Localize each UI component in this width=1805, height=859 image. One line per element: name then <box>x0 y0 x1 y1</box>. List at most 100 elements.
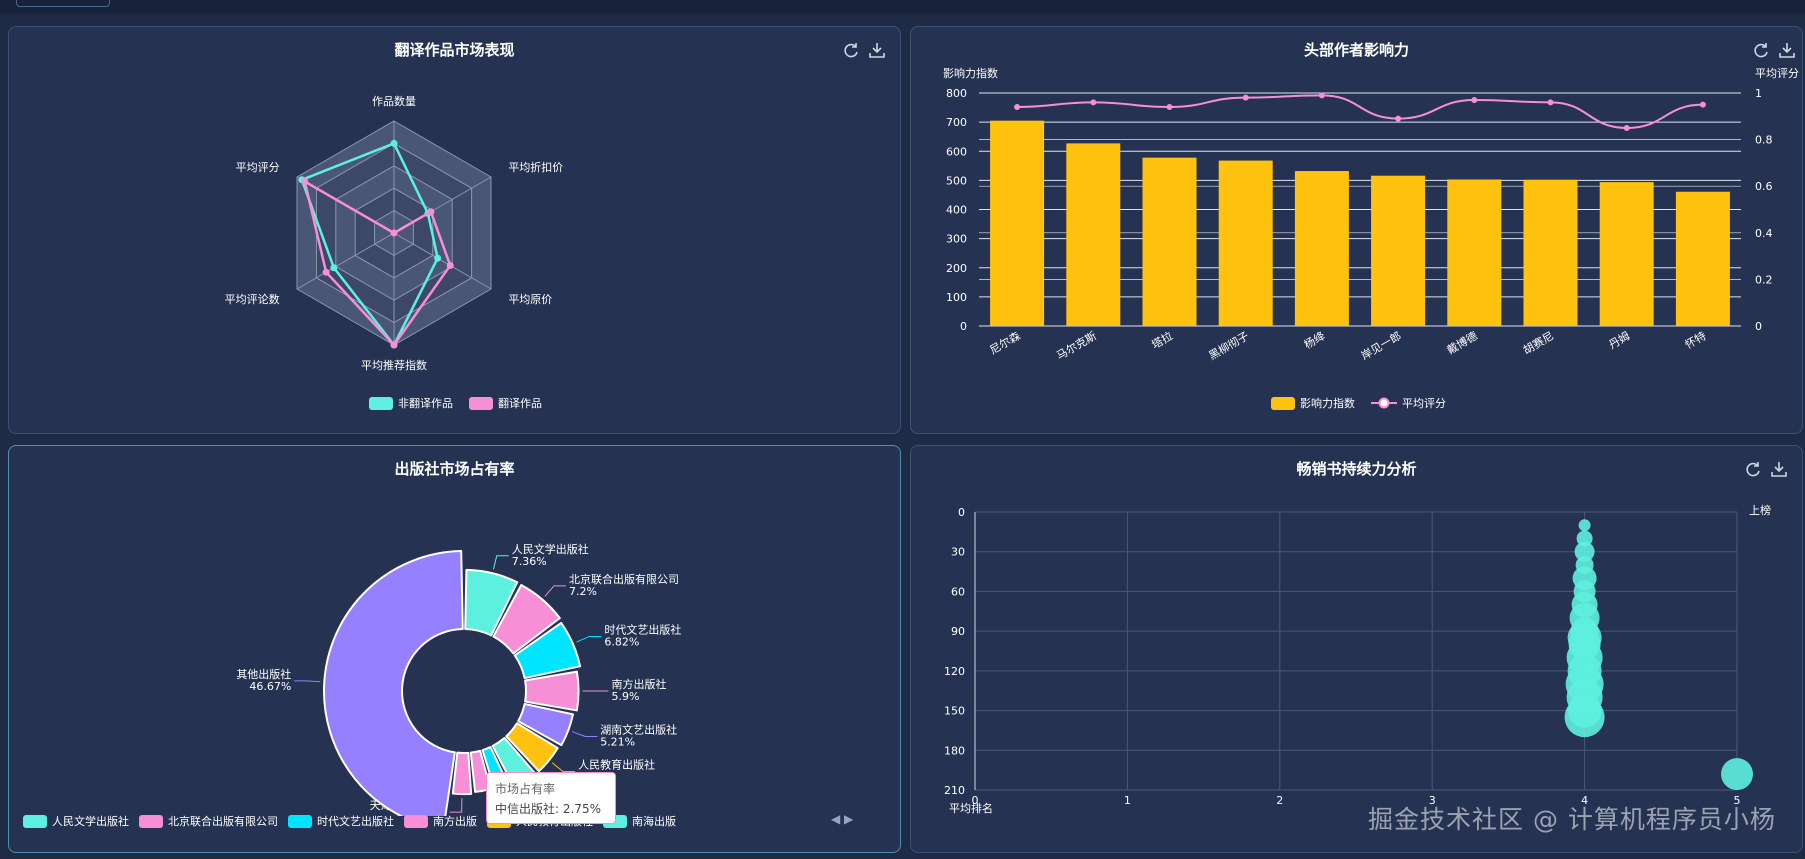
legend-item-influence[interactable]: 影响力指数 <box>1271 395 1355 411</box>
x-tick-label: 4 <box>1581 794 1588 807</box>
radar-point <box>322 268 330 276</box>
slice-percent-label: 7.2% <box>569 585 597 598</box>
x-tick-label: 3 <box>1429 794 1436 807</box>
y-tick-label: 120 <box>944 665 965 678</box>
slice-percent-label: 7.36% <box>512 555 547 568</box>
x-tick-label: 黑柳彻子 <box>1206 328 1251 362</box>
label-leader-line <box>551 762 576 773</box>
legend-item-publisher[interactable]: 人民文学出版社 <box>23 813 129 829</box>
legend-label: 人民文学出版社 <box>52 815 129 828</box>
legend-item-non-translated[interactable]: 非翻译作品 <box>369 395 453 411</box>
radar-axis <box>393 232 492 290</box>
y-tick-label: 60 <box>951 585 965 598</box>
y-tick-label: 800 <box>946 87 967 100</box>
rating-point <box>1014 103 1021 110</box>
donut-slice <box>451 751 473 796</box>
y-tick-label: 0 <box>958 506 965 519</box>
scatter-point <box>1578 519 1591 532</box>
label-leader-line <box>294 680 321 683</box>
publisher-panel: 出版社市场占有率 人民文学出版社 7.36% 北京联合出版有限公司 7.2% 时代文艺出… <box>8 445 901 853</box>
rating-point <box>1318 92 1325 99</box>
y-tick-label: 700 <box>946 116 967 129</box>
rating-point <box>1090 99 1097 106</box>
donut-slice <box>517 702 574 747</box>
x-tick-label: 丹姆 <box>1606 328 1632 351</box>
donut-slice <box>513 621 582 680</box>
bar <box>1447 179 1502 326</box>
donut-slice <box>464 568 519 637</box>
scatter-point <box>1576 530 1593 547</box>
line-legend-icon <box>1371 397 1397 409</box>
download-icon[interactable] <box>1778 41 1796 59</box>
bar <box>1294 171 1349 326</box>
rating-point <box>1623 124 1630 131</box>
radar-indicator-label: 平均评论数 <box>225 292 280 306</box>
refresh-icon[interactable] <box>1744 460 1762 478</box>
slice-name-label: 人民文学出版社 <box>512 542 589 556</box>
refresh-icon[interactable] <box>842 41 860 59</box>
panel-toolbox <box>842 41 886 59</box>
radar-point <box>427 208 435 216</box>
y-axis-title: 影响力指数 <box>943 66 998 80</box>
donut-slice <box>323 550 464 816</box>
rating-point <box>1471 96 1478 103</box>
legend-item-avg-rating[interactable]: 平均评分 <box>1371 395 1446 411</box>
y-tick-label: 200 <box>946 262 967 275</box>
download-icon[interactable] <box>868 41 886 59</box>
radar-indicator-label: 作品数量 <box>372 95 416 108</box>
radar-legend: 非翻译作品 翻译作品 <box>369 395 542 411</box>
tooltip-title: 市场占有率 <box>495 782 556 796</box>
x-tick-label: 怀特 <box>1682 328 1708 351</box>
panel-toolbox <box>1752 41 1796 59</box>
radar-point <box>390 341 398 349</box>
x-tick-label: 胡赛尼 <box>1520 328 1556 357</box>
legend-item-publisher[interactable]: 时代文艺出版社 <box>288 813 394 829</box>
y-right-tick-label: 0.4 <box>1755 227 1773 240</box>
x-tick-label: 塔拉 <box>1149 328 1175 351</box>
top-bar <box>0 0 1805 14</box>
top-nav-button[interactable] <box>16 0 110 7</box>
radar-indicator-label: 平均原价 <box>508 293 552 306</box>
y-right-tick-label: 0.8 <box>1755 134 1773 147</box>
radar-point <box>446 261 454 269</box>
bar <box>1523 179 1578 326</box>
bestseller-scatter-chart: 0 30 60 90 120 150 180 210 0 1 2 3 4 5 平均排名 上榜 <box>944 503 1771 815</box>
y-tick-label: 90 <box>951 625 965 638</box>
refresh-icon[interactable] <box>1752 41 1770 59</box>
radar-point <box>390 139 398 147</box>
rating-point <box>1547 99 1554 106</box>
radar-point <box>390 229 398 237</box>
y-tick-label: 400 <box>946 204 967 217</box>
chart-tooltip: 市场占有率 中信出版社: 2.75% <box>486 772 616 824</box>
legend-item-publisher[interactable]: 南方出版 <box>404 813 477 829</box>
x-tick-label: 戴博德 <box>1444 328 1480 357</box>
download-icon[interactable] <box>1770 460 1788 478</box>
y-tick-label: 300 <box>946 233 967 246</box>
legend-swatch <box>288 814 312 828</box>
label-leader-line <box>449 798 463 813</box>
radar-axis <box>296 232 395 290</box>
y-right-tick-label: 0.6 <box>1755 180 1773 193</box>
radar-indicator-label: 平均评分 <box>236 161 280 174</box>
radar-indicator-label: 平均折扣价 <box>508 160 563 174</box>
bar <box>990 120 1045 326</box>
legend-item-publisher[interactable]: 北京联合出版有限公司 <box>139 813 278 829</box>
y-right-axis-title: 平均评分 <box>1755 67 1799 80</box>
y-axis-title: 上榜 <box>1749 503 1771 517</box>
label-leader-line <box>492 555 509 570</box>
panel-title: 畅销书持续力分析 <box>1296 460 1417 478</box>
panel-title: 翻译作品市场表现 <box>394 41 515 59</box>
y-tick-label: 100 <box>946 291 967 304</box>
slice-name-label: 人民教育出版社 <box>578 758 655 772</box>
slice-percent-label: 46.67% <box>249 680 291 693</box>
legend-label: 南海出版 <box>632 815 676 828</box>
legend-pager[interactable]: ◀ ▶ <box>831 812 854 826</box>
slice-name-label: 湖南文艺出版社 <box>600 722 677 736</box>
rating-point <box>1166 103 1173 110</box>
y-right-tick-label: 0.2 <box>1755 273 1773 286</box>
x-tick-label: 岸见一郎 <box>1358 328 1403 362</box>
scatter-point <box>1721 758 1753 791</box>
slice-name-label: 其他出版社 <box>236 667 291 681</box>
legend-item-translated[interactable]: 翻译作品 <box>469 395 542 411</box>
x-tick-label: 尼尔森 <box>987 328 1023 357</box>
